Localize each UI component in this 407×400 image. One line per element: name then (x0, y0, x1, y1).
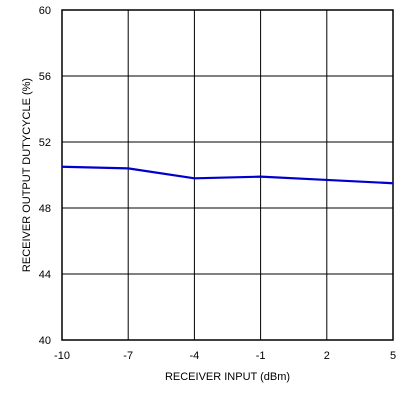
x-tick-labels: -10 -7 -4 -1 2 5 (54, 350, 396, 362)
x-tick-label-1: -7 (123, 350, 133, 362)
plot-frame (61, 9, 394, 341)
x-tick-label-5: 5 (390, 350, 396, 362)
x-axis-label: RECEIVER INPUT (dBm) (165, 371, 290, 383)
x-tick-label-0: -10 (54, 350, 70, 362)
y-tick-label-2: 48 (39, 203, 51, 215)
y-axis-label: RECEIVER OUTPUT DUTYCYCLE (%) (21, 78, 33, 272)
y-tick-label-3: 52 (39, 137, 51, 149)
x-tick-label-2: -4 (190, 350, 200, 362)
series-line-0 (61, 165, 394, 185)
y-tick-labels: 40 44 48 52 56 60 (39, 5, 51, 347)
y-tick-label-1: 44 (39, 269, 51, 281)
x-tick-label-3: -1 (256, 350, 266, 362)
grid-lines (61, 9, 394, 341)
y-tick-label-4: 56 (39, 71, 51, 83)
y-tick-label-5: 60 (39, 5, 51, 17)
series-layer (61, 165, 394, 185)
x-tick-label-4: 2 (324, 350, 330, 362)
y-tick-label-0: 40 (39, 335, 51, 347)
